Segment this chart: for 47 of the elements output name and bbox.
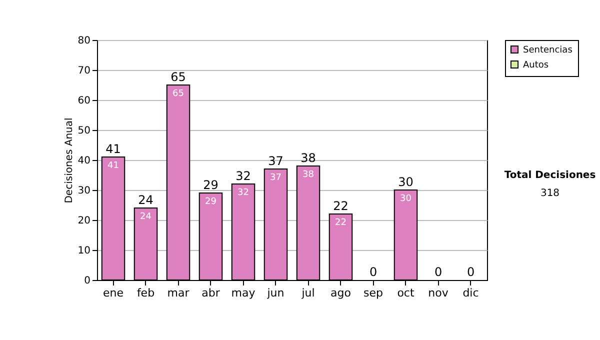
x-tick-label: feb (136, 286, 155, 300)
total-label: 24 (138, 193, 154, 207)
x-tick-label: sep (364, 286, 384, 300)
y-tick-label: 80 (78, 36, 90, 46)
x-tick-label: mar (167, 286, 190, 300)
y-tick-label: 40 (78, 156, 90, 166)
data-label: 41 (108, 161, 119, 171)
x-tick-label: abr (202, 286, 220, 300)
text: 318 (539, 188, 561, 199)
total-label: 0 (369, 265, 378, 279)
total-label: 30 (398, 175, 414, 189)
data-label: 37 (270, 173, 282, 183)
y-axis-title: Decisiones Anual (64, 118, 75, 204)
x-tick-label: oct (397, 286, 415, 300)
text: Total Decisiones (503, 170, 597, 181)
y-tick-label: 20 (78, 216, 90, 226)
total-label: 22 (333, 199, 348, 213)
y-tick-label: 60 (78, 96, 90, 106)
x-tick-label: nov (428, 286, 449, 300)
total-label: 0 (434, 265, 442, 279)
total-label: 41 (106, 142, 121, 156)
data-label: 65 (172, 89, 184, 99)
total-label: 37 (268, 154, 284, 168)
data-label: 38 (302, 170, 314, 180)
x-tick-label: jun (266, 286, 284, 300)
legend-label: Sentencias (523, 46, 573, 56)
total-label: 38 (300, 151, 316, 165)
y-tick-label: 70 (78, 66, 90, 76)
data-label: 22 (335, 218, 346, 228)
total-label: 32 (236, 169, 251, 183)
y-tick-label: 50 (78, 126, 90, 136)
total-label: 29 (203, 178, 218, 192)
x-tick-label: dic (462, 286, 479, 300)
y-tick-label: 30 (78, 186, 90, 196)
x-tick-label: jul (300, 286, 315, 300)
y-tick-label: 10 (78, 246, 90, 256)
data-label: 29 (205, 197, 217, 207)
data-label: 30 (400, 194, 412, 204)
legend-label: Autos (523, 60, 549, 70)
x-tick-label: may (231, 286, 256, 300)
x-tick-label: ene (102, 286, 124, 300)
total-label: 65 (170, 70, 186, 84)
total-label: 0 (466, 265, 475, 279)
data-label: 32 (238, 188, 249, 198)
data-label: 24 (140, 212, 152, 222)
x-tick-label: ago (330, 286, 352, 300)
y-tick-label: 0 (84, 276, 90, 286)
